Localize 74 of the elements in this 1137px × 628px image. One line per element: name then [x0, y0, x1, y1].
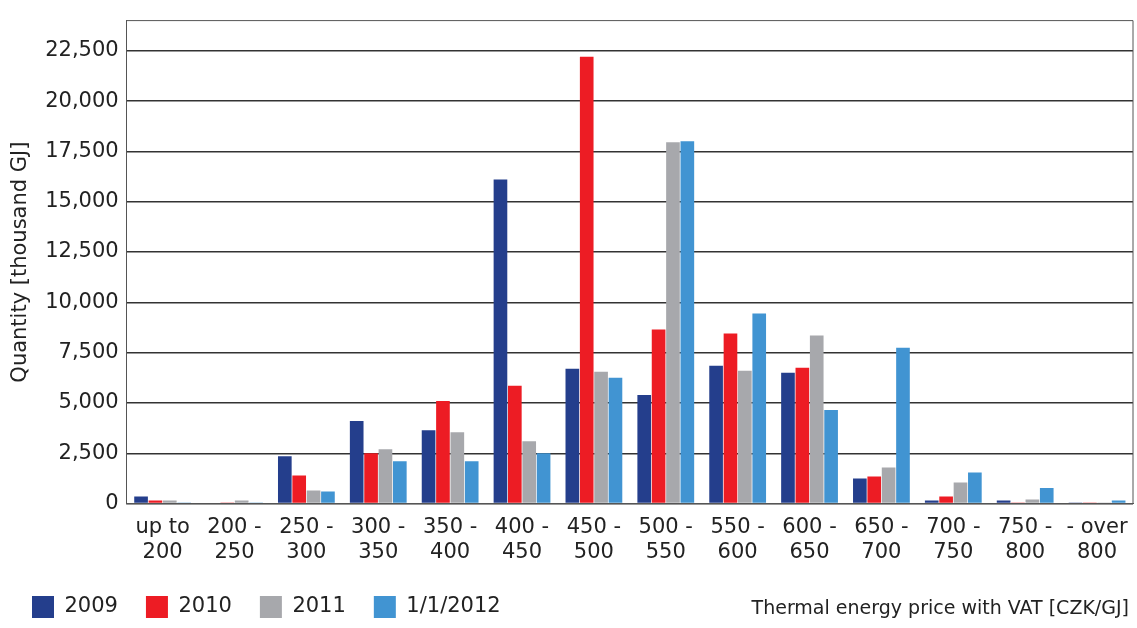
x-tick-label: 250 - 300	[279, 513, 334, 563]
bar	[464, 461, 479, 503]
bar	[1039, 487, 1054, 503]
bar	[292, 475, 307, 503]
y-tick-label: 7,500	[58, 339, 119, 364]
bar	[306, 490, 321, 503]
x-tick-label: - over 800	[1066, 513, 1128, 563]
bar	[637, 394, 652, 503]
bar	[709, 365, 723, 503]
bar	[594, 371, 608, 503]
bar	[450, 432, 465, 503]
legend-label: 2010	[178, 593, 232, 618]
bar	[924, 500, 939, 503]
bar	[723, 333, 738, 503]
bar	[493, 179, 508, 503]
x-tick-label: 300 - 350	[351, 513, 406, 563]
bar	[565, 368, 580, 503]
bar	[867, 476, 882, 503]
bar	[349, 421, 364, 503]
bar	[896, 347, 910, 503]
bar	[781, 372, 795, 503]
bar	[536, 453, 551, 503]
bar	[968, 472, 982, 503]
y-tick-label: 20,000	[45, 87, 119, 112]
bar	[508, 385, 522, 503]
bar	[393, 461, 407, 503]
x-tick-label: 400 - 450	[494, 513, 550, 563]
bar	[364, 453, 378, 503]
x-axis-title: Thermal energy price with VAT [CZK/GJ]	[751, 596, 1129, 618]
x-tick-label: 600 - 650	[782, 513, 837, 563]
x-tick-label: 500 - 550	[638, 513, 693, 563]
bar	[809, 335, 824, 503]
bar	[752, 313, 767, 503]
bar	[134, 496, 148, 503]
bar	[321, 491, 335, 503]
bar	[277, 456, 292, 503]
bar	[522, 441, 537, 503]
bar	[378, 449, 393, 503]
bar	[162, 500, 177, 503]
y-tick-label: 22,500	[45, 37, 119, 62]
x-tick-label: up to 200	[135, 513, 190, 563]
x-tick-label: 450 - 500	[566, 513, 622, 563]
bar	[953, 482, 968, 503]
bar	[824, 410, 838, 503]
bar	[436, 400, 450, 503]
y-tick-label: 15,000	[45, 188, 119, 213]
bar	[853, 478, 867, 503]
bar	[421, 430, 436, 503]
x-tick-label: 750 - 800	[998, 513, 1053, 563]
bar	[795, 367, 810, 503]
y-tick-label: 17,500	[45, 137, 119, 162]
y-tick-label: 5,000	[58, 389, 119, 414]
y-tick-label: 12,500	[45, 238, 119, 263]
y-tick-label: 10,000	[45, 288, 119, 313]
bar	[680, 141, 695, 503]
legend-label: 2009	[64, 593, 118, 618]
bar	[939, 496, 953, 503]
bar	[881, 467, 896, 503]
x-tick-label: 200 - 250	[207, 513, 262, 563]
x-tick-label: 700 - 750	[926, 513, 981, 563]
bar	[579, 56, 594, 503]
bar	[234, 500, 249, 503]
y-axis-title: Quantity [thousand GJ]	[7, 141, 32, 383]
x-tick-label: 650 - 700	[854, 513, 909, 563]
bar	[651, 329, 666, 503]
y-tick-label: 0	[105, 490, 119, 515]
bar	[666, 142, 680, 503]
x-tick-label: 350 - 400	[422, 513, 478, 563]
legend-label: 1/1/2012	[406, 593, 501, 618]
bar	[608, 377, 623, 503]
y-tick-label: 2,500	[58, 439, 119, 464]
x-tick-label: 550 - 600	[710, 513, 765, 563]
legend-label: 2011	[292, 593, 346, 618]
bar	[738, 370, 752, 503]
